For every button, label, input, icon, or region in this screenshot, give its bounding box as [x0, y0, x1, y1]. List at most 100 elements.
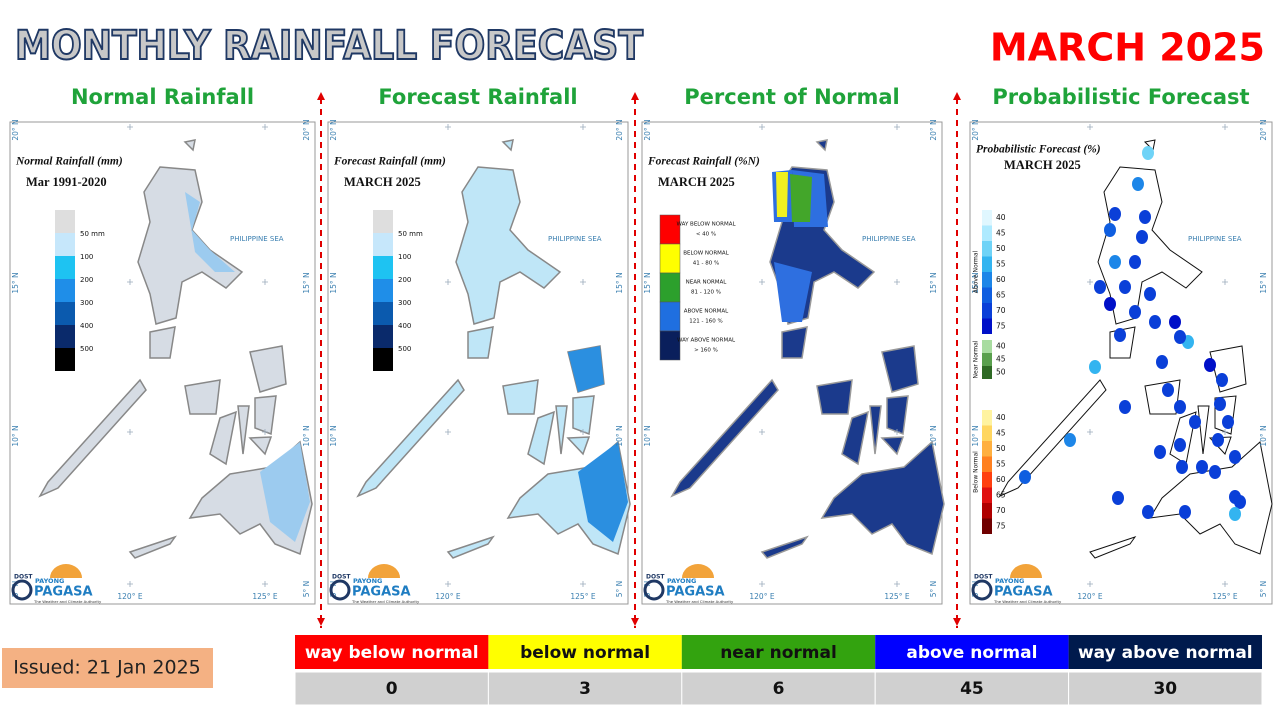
logo-tagline: The Weather and Climate Authority	[993, 599, 1062, 604]
graticule	[1087, 581, 1093, 587]
legend-swatch	[55, 210, 75, 233]
station-dot	[1142, 146, 1154, 160]
map-subtitle: MARCH 2025	[1004, 158, 1081, 172]
legend-swatch	[373, 348, 393, 371]
separator-arrows	[317, 92, 961, 626]
logo-swirl	[643, 579, 665, 601]
legend-label: 300	[80, 299, 93, 307]
graticule	[1222, 581, 1228, 587]
graticule	[580, 429, 586, 435]
sea-label: PHILIPPINE SEA	[230, 235, 284, 243]
logo-payong: PAYONG	[995, 577, 1024, 585]
count-cell	[874, 671, 1070, 706]
legend-category: WAY BELOW NORMAL	[676, 222, 736, 228]
count-cell	[294, 671, 489, 706]
lat-label: 15° N	[1259, 272, 1268, 293]
lat-label: 5° N	[1259, 581, 1268, 598]
station-dot	[1229, 507, 1241, 521]
arrow	[317, 618, 325, 626]
issued-box	[2, 648, 213, 688]
legend-category: BELOW NORMAL	[683, 251, 729, 257]
map-subtitle: MARCH 2025	[344, 175, 421, 189]
legend-range: 121 - 160 %	[689, 319, 722, 325]
legend-category: NEAR NORMAL	[686, 280, 728, 286]
legend-swatch	[373, 279, 393, 302]
station-dot	[1119, 280, 1131, 294]
graticule	[580, 279, 586, 285]
legend-label: 500	[398, 345, 411, 353]
legend-swatch	[982, 456, 992, 472]
lat-label: 20° N	[643, 119, 652, 140]
station-dot	[1156, 355, 1168, 369]
station-dot	[1174, 400, 1186, 414]
graticule	[127, 581, 133, 587]
lon-label: 125° E	[570, 592, 595, 601]
station-dot	[1136, 230, 1148, 244]
legend-swatch	[55, 348, 75, 371]
logo-pagasa: PAGASA	[352, 585, 411, 600]
legend-level: 60	[996, 475, 1006, 484]
legend-group: Above Normal	[973, 250, 980, 293]
map-shading	[776, 172, 788, 217]
legend-swatch	[373, 325, 393, 348]
arrow	[631, 92, 639, 100]
graticule	[759, 124, 765, 130]
legend-level: 70	[996, 506, 1006, 515]
station-dot	[1129, 255, 1141, 269]
lon-label: 120° E	[1077, 592, 1102, 601]
legend-swatch	[373, 233, 393, 256]
legend-swatch	[55, 279, 75, 302]
legend-level: 65	[996, 290, 1006, 299]
category-label: above normal	[906, 643, 1037, 663]
lat-label: 10° N	[643, 425, 652, 446]
lat-label: 10° N	[329, 425, 338, 446]
lat-label: 10° N	[302, 425, 311, 446]
logo-swirl	[971, 579, 993, 601]
graticule	[127, 279, 133, 285]
panels: Normal Rainfall Normal Rainfall (mm) Mar 1…	[9, 85, 1273, 605]
station-dot	[1019, 470, 1031, 484]
legend-level: 40	[996, 342, 1006, 351]
graticule	[262, 581, 268, 587]
station-dot	[1189, 415, 1201, 429]
legend-swatch	[982, 410, 992, 426]
logo-umbrella	[50, 564, 82, 578]
count-value: 30	[1153, 679, 1177, 699]
legend-swatch	[659, 330, 681, 361]
legend-swatch	[373, 256, 393, 279]
map-shading	[790, 174, 812, 222]
panel-title: Probabilistic Forecast	[992, 85, 1249, 109]
graticule	[445, 279, 451, 285]
count-value: 45	[960, 679, 984, 699]
legend-category: WAY ABOVE NORMAL	[677, 338, 736, 344]
graticule	[1087, 279, 1093, 285]
legend-level: 55	[996, 459, 1006, 468]
station-dot	[1222, 415, 1234, 429]
logo-payong: PAYONG	[353, 577, 382, 585]
lat-label: 20° N	[615, 119, 624, 140]
count-value: 6	[773, 679, 785, 699]
station-dot	[1132, 177, 1144, 191]
lat-label: 5° N	[329, 581, 338, 598]
lat-label: 5° N	[615, 581, 624, 598]
station-dot	[1114, 328, 1126, 342]
map-title: Probabilistic Forecast (%)	[976, 144, 1101, 156]
logo-tagline: The Weather and Climate Authority	[351, 599, 420, 604]
station-dot	[1229, 450, 1241, 464]
station-dot	[1139, 210, 1151, 224]
legend-swatch	[982, 272, 992, 288]
map-subtitle: MARCH 2025	[658, 175, 735, 189]
lon-label: 125° E	[884, 592, 909, 601]
legend-swatch	[659, 301, 681, 332]
legend-swatch	[982, 503, 992, 519]
lat-label: 10° N	[615, 425, 624, 446]
logo-dost: DOST	[646, 574, 665, 581]
category-label: way above normal	[1078, 643, 1253, 663]
lat-label: 10° N	[929, 425, 938, 446]
station-dot	[1129, 305, 1141, 319]
count-cell	[681, 671, 876, 706]
main-title: MONTHLY RAINFALL FORECAST	[15, 23, 644, 69]
graticule	[759, 429, 765, 435]
